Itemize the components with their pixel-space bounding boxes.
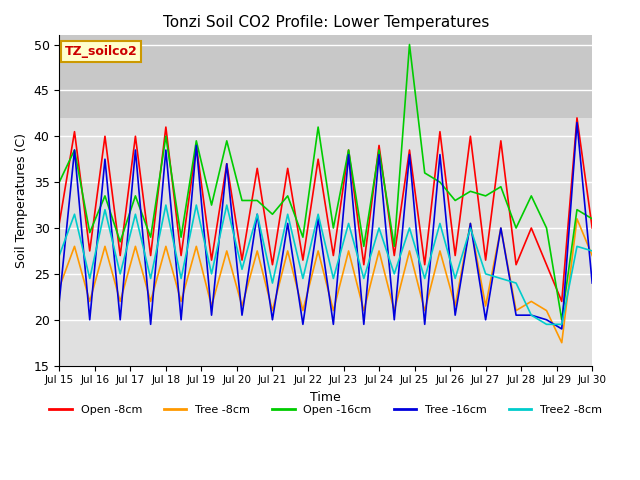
Text: TZ_soilco2: TZ_soilco2 (65, 45, 138, 58)
Title: Tonzi Soil CO2 Profile: Lower Temperatures: Tonzi Soil CO2 Profile: Lower Temperatur… (163, 15, 489, 30)
Y-axis label: Soil Temperatures (C): Soil Temperatures (C) (15, 133, 28, 268)
X-axis label: Time: Time (310, 391, 341, 404)
Bar (60, 36, 592, 118)
Legend: Open -8cm, Tree -8cm, Open -16cm, Tree -16cm, Tree2 -8cm: Open -8cm, Tree -8cm, Open -16cm, Tree -… (45, 401, 607, 420)
